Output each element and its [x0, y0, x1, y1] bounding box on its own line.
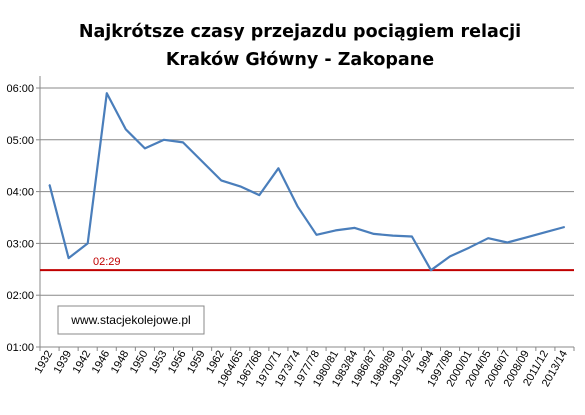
data-point [258, 194, 260, 196]
data-point [315, 234, 318, 236]
data-point [411, 235, 413, 238]
chart-title-line-1: Najkrótsze czasy przejazdu pociągiem rel… [79, 22, 521, 42]
data-point [430, 269, 432, 271]
y-tick-label: 03:00 [6, 238, 34, 250]
y-axis-tick-labels: 01:00 02:00 03:00 04:00 05:00 06:00 [6, 83, 34, 354]
data-point [296, 205, 299, 207]
data-point [87, 242, 89, 244]
reference-line-group: 02:29 [40, 256, 574, 272]
data-point [487, 237, 489, 239]
y-tick-label: 06:00 [6, 83, 34, 95]
data-point [392, 235, 394, 237]
data-point [506, 241, 508, 244]
watermark-text: www.stacjekolejowe.pl [70, 313, 190, 327]
data-point [239, 185, 241, 188]
data-point [163, 139, 165, 141]
series-group [48, 92, 566, 272]
data-point [563, 226, 566, 228]
data-point [201, 160, 203, 162]
data-point [544, 231, 546, 233]
series-line [48, 92, 565, 272]
data-point [335, 229, 337, 232]
data-point [354, 227, 356, 229]
gridlines [36, 87, 574, 348]
data-point [277, 167, 279, 169]
data-point [182, 141, 184, 143]
data-point [373, 233, 375, 235]
data-point [68, 257, 70, 259]
y-tick-label: 05:00 [6, 135, 34, 147]
chart-title-line-2: Kraków Główny - Zakopane [166, 50, 434, 70]
data-point [144, 147, 146, 150]
y-tick-label: 02:00 [6, 290, 34, 302]
data-point [525, 236, 527, 238]
reference-line-label: 02:29 [93, 256, 121, 268]
watermark-frame [57, 305, 205, 335]
data-point [220, 179, 222, 181]
y-tick-label: 01:00 [6, 342, 34, 354]
watermark-box: www.stacjekolejowe.pl [57, 305, 205, 335]
data-point [106, 92, 108, 94]
data-point [468, 247, 470, 249]
y-tick-label: 04:00 [6, 187, 34, 199]
data-point [449, 255, 451, 257]
data-point [125, 128, 127, 131]
data-point [48, 184, 51, 186]
axes [39, 76, 575, 351]
